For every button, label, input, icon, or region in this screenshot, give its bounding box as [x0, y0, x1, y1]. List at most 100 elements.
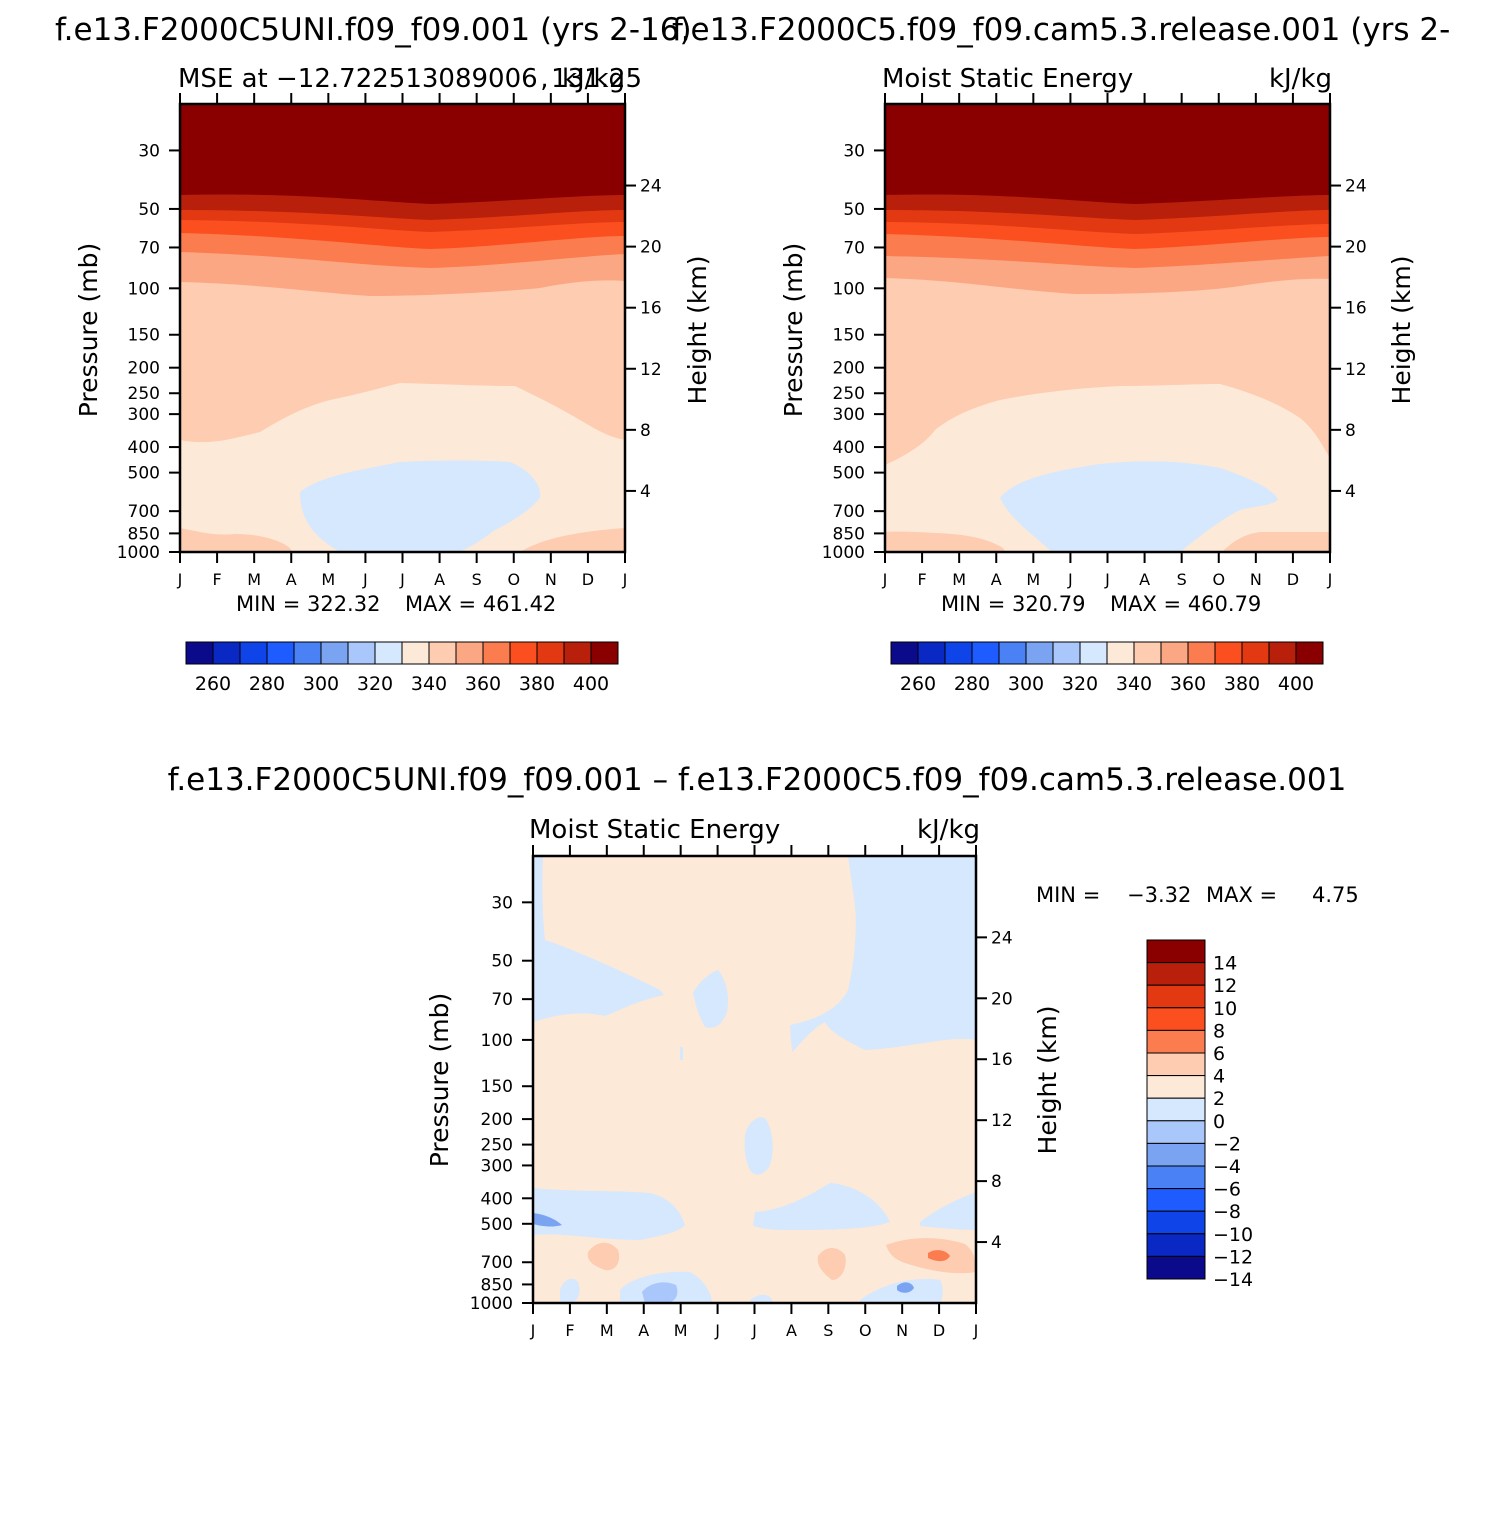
colorbar-box — [293, 641, 322, 665]
month-tick-label: J — [882, 570, 888, 589]
pressure-tick-label: 500 — [481, 1215, 513, 1235]
right-colorbar: 260 280 300 320 340 360 380 400 — [890, 641, 1324, 695]
colorbar-box — [1146, 1165, 1206, 1190]
pressure-tick-label: 30 — [491, 893, 513, 913]
height-tick-label: 12 — [640, 360, 662, 380]
diff-panel-units: kJ/kg — [917, 815, 980, 845]
diff-neg-lower-left — [533, 1188, 685, 1240]
diff-pos-blob-sep — [817, 1248, 846, 1280]
pressure-tick-label: 100 — [833, 279, 865, 299]
month-tick-label: O — [859, 1321, 872, 1340]
colorbar-tick-label: 340 — [1116, 673, 1152, 695]
diff-min-value: −3.32 — [1127, 883, 1191, 907]
month-tick-label: F — [565, 1321, 574, 1340]
month-tick-label: A — [1139, 570, 1150, 589]
month-tick-label: S — [1177, 570, 1187, 589]
right-panel: Moist Static Energy kJ/kg 30 50 70 100 150 20… — [779, 64, 1416, 695]
right-panel-subtitle: Moist Static Energy — [882, 64, 1133, 94]
colorbar-box — [917, 641, 946, 665]
colorbar-box — [1146, 1097, 1206, 1122]
month-tick-label: J — [362, 570, 368, 589]
pressure-tick-label: 50 — [138, 200, 160, 220]
colorbar-tick-label: 8 — [1213, 1020, 1225, 1042]
pressure-tick-label: 70 — [138, 238, 160, 258]
colorbar-box — [1187, 641, 1216, 665]
month-tick-label: J — [973, 1321, 979, 1340]
pressure-tick-label: 700 — [481, 1253, 513, 1273]
month-tick-label: J — [1067, 570, 1073, 589]
colorbar-box — [1146, 939, 1206, 964]
colorbar-tick-label: 6 — [1213, 1043, 1225, 1065]
pressure-tick-label: 200 — [481, 1110, 513, 1130]
colorbar-box — [1241, 641, 1270, 665]
colorbar-box — [1146, 1007, 1206, 1031]
height-tick-label: 24 — [1345, 177, 1367, 197]
diff-neg-lower-right — [920, 1192, 976, 1230]
pressure-tick-label: 30 — [843, 141, 865, 161]
height-tick-label: 20 — [991, 989, 1013, 1009]
pressure-tick-label: 100 — [128, 279, 160, 299]
right-ylabel-right: Height (km) — [1387, 256, 1416, 405]
height-tick-label: 24 — [991, 928, 1013, 948]
pressure-tick-label: 50 — [491, 952, 513, 972]
colorbar-box — [998, 641, 1027, 665]
left-level-320 — [300, 460, 541, 552]
left-low-warm-east — [520, 528, 625, 552]
left-ylabel-right: Height (km) — [683, 256, 712, 405]
colorbar-box — [1146, 1210, 1206, 1235]
month-tick-label: S — [472, 570, 482, 589]
pressure-tick-label: 1000 — [822, 543, 865, 563]
colorbar-box — [1146, 1233, 1206, 1257]
colorbar-tick-label: 280 — [954, 673, 990, 695]
height-tick-label: 12 — [991, 1111, 1013, 1131]
pressure-tick-label: 700 — [833, 502, 865, 522]
month-tick-label: A — [638, 1321, 649, 1340]
colorbar-tick-label: −6 — [1213, 1179, 1241, 1201]
colorbar-tick-label: 260 — [900, 673, 936, 695]
diff-neg-sfc-feb — [560, 1278, 580, 1303]
pressure-tick-label: 70 — [843, 238, 865, 258]
colorbar-tick-label: 14 — [1213, 953, 1237, 975]
colorbar-box — [1146, 1075, 1206, 1099]
colorbar-box — [239, 641, 268, 665]
month-tick-label: A — [786, 1321, 797, 1340]
colorbar-box — [1079, 641, 1108, 665]
right-level-320 — [1000, 461, 1278, 552]
left-contour-fills — [180, 104, 625, 552]
pressure-tick-label: 400 — [128, 438, 160, 458]
diff-neg-lower-left-core — [533, 1213, 562, 1227]
diff-neg-tiny — [680, 1047, 683, 1060]
pressure-tick-label: 30 — [138, 141, 160, 161]
height-tick-label: 16 — [991, 1050, 1013, 1070]
height-tick-label: 4 — [1345, 482, 1356, 502]
pressure-tick-label: 70 — [491, 990, 513, 1010]
diff-min-label: MIN = — [1036, 883, 1100, 907]
colorbar-box — [401, 641, 430, 665]
pressure-tick-label: 400 — [833, 438, 865, 458]
month-tick-label: J — [1327, 570, 1333, 589]
diff-ylabel: Pressure (mb) — [425, 993, 454, 1167]
colorbar-tick-label: 360 — [1170, 673, 1206, 695]
colorbar-box — [1146, 1255, 1206, 1280]
pressure-tick-label: 850 — [833, 524, 865, 544]
colorbar-tick-label: 300 — [303, 673, 339, 695]
right-min-text: MIN = 320.79 — [941, 592, 1085, 616]
pressure-tick-label: 850 — [481, 1275, 513, 1295]
pressure-tick-label: 50 — [843, 200, 865, 220]
colorbar-box — [1025, 641, 1054, 665]
left-colorbar: 260 280 300 320 340 360 380 400 — [185, 641, 619, 695]
colorbar-box — [185, 641, 214, 665]
month-tick-label: M — [247, 570, 261, 589]
colorbar-box — [1214, 641, 1243, 665]
colorbar-box — [455, 641, 484, 665]
month-tick-label: A — [991, 570, 1002, 589]
month-tick-label: A — [286, 570, 297, 589]
height-tick-label: 8 — [991, 1172, 1002, 1192]
colorbar-tick-label: 400 — [573, 673, 609, 695]
colorbar-box — [1268, 641, 1297, 665]
pressure-tick-label: 700 — [128, 502, 160, 522]
left-low-warm-west — [180, 528, 292, 552]
